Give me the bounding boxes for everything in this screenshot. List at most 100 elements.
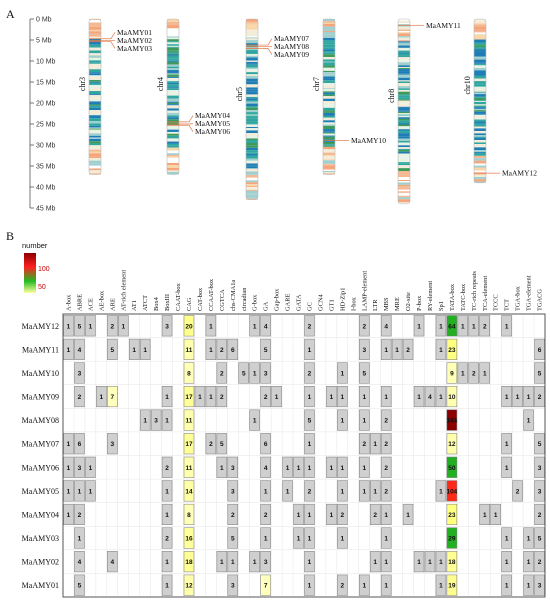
heatmap-cell [501, 315, 512, 337]
chromosome-band [398, 81, 410, 84]
y-tick-label: 30 Mb [36, 143, 56, 150]
chromosome-band [398, 142, 410, 146]
row-label: MaAMY06 [22, 463, 59, 472]
chromosome-band [167, 151, 179, 153]
row-label: MaAMY12 [22, 322, 59, 331]
heatmap-cell [150, 409, 162, 431]
heatmap-cell-label: 2 [308, 488, 312, 495]
heatmap-cell [183, 433, 195, 455]
heatmap-cell-label: 1 [67, 347, 71, 354]
chromosome-band [323, 40, 335, 43]
chromosome-band [398, 136, 410, 139]
chromosome-band [323, 172, 335, 174]
heatmap-cell [402, 503, 414, 525]
heatmap-cell-label: 1 [67, 512, 71, 519]
heatmap-cell-label: 1 [461, 323, 465, 330]
chromosome-band [474, 130, 486, 134]
chromosome-band [89, 47, 101, 49]
chromosome-band [474, 75, 486, 79]
chromosome-band [398, 94, 410, 96]
chromosome-band [89, 104, 101, 106]
heatmap-cell-label: 1 [384, 512, 388, 519]
heatmap-cell [304, 433, 315, 455]
chromosome-band [323, 134, 335, 136]
chromosome-band [246, 100, 258, 102]
heatmap-cell-label: 6 [264, 441, 268, 448]
heatmap-cell [260, 551, 271, 573]
heatmap-cell [359, 409, 370, 431]
heatmap-cell [435, 315, 447, 337]
chromosome-band [167, 81, 179, 83]
chromosome-band [398, 74, 410, 78]
chromosome-band [323, 78, 335, 81]
chromosome-band [323, 72, 335, 75]
heatmap-cell-label: 1 [209, 323, 213, 330]
row-label: MaAMY04 [22, 510, 59, 519]
chromosome-band [474, 105, 486, 108]
heatmap-cell-label: 1 [143, 347, 147, 354]
chromosome-band [246, 72, 258, 75]
chromosome-band [398, 88, 410, 90]
column-label: TCT [504, 299, 511, 311]
chromosome-band [89, 107, 101, 111]
heatmap-cell [523, 386, 534, 408]
chromosome-band [89, 57, 101, 61]
chromosome-band [398, 95, 410, 98]
heatmap-cell-label: 23 [448, 512, 456, 519]
chromosome-band [398, 182, 410, 185]
chromosome-band [89, 36, 101, 39]
chromosome-band [398, 65, 410, 68]
chromosome-band [474, 174, 486, 178]
column-label: CCAAT-box [208, 278, 215, 311]
heatmap-cell-label: 5 [362, 370, 366, 377]
chromosome-band [89, 123, 101, 126]
chromosome-band [323, 62, 335, 66]
chromosome-band [474, 56, 486, 58]
chromosome-band [323, 26, 335, 30]
chromosome-band [246, 78, 258, 82]
gene-connector [258, 48, 273, 55]
y-tick-label: 5 Mb [36, 38, 52, 45]
chromosome-band [89, 41, 101, 45]
chromosome-band [474, 67, 486, 71]
chromosome-band [323, 132, 335, 134]
row-label: MaAMY02 [22, 558, 59, 567]
chromosome-band [167, 159, 179, 163]
chromosome-band [323, 125, 335, 130]
gene-label: MaAMY02 [117, 36, 152, 45]
heatmap-cell-label: 3 [362, 347, 366, 354]
heatmap-cell-label: 2 [78, 512, 82, 519]
heatmap-cell [359, 574, 370, 596]
heatmap-cell-label: 1 [428, 559, 432, 566]
heatmap-cell [337, 480, 348, 502]
chromosome-band [246, 64, 258, 68]
chromosome-band [323, 52, 335, 55]
chromosome-band [167, 110, 179, 113]
chromosome-band [323, 61, 335, 63]
heatmap-cell [183, 362, 195, 384]
chromosome-band [89, 115, 101, 119]
heatmap-cell-label: 18 [185, 559, 193, 566]
heatmap-cell-label: 1 [384, 394, 388, 401]
chromosome-band [323, 37, 335, 41]
heatmap-cell-label: 1 [373, 441, 377, 448]
chromosome-band [398, 67, 410, 70]
chromosome-band [246, 54, 258, 56]
chromosome-band [474, 94, 486, 97]
chromosome-band [167, 82, 179, 85]
chromosome-band [398, 57, 410, 60]
chromosome-band [246, 36, 258, 38]
chromosome-band [474, 135, 486, 137]
heatmap-cell-label: 1 [362, 465, 366, 472]
chromosome-band [246, 114, 258, 116]
gene-label: MaAMY12 [502, 169, 537, 178]
heatmap-cell [304, 362, 315, 384]
chromosome-band [167, 58, 179, 61]
column-label: LAMP-element [361, 271, 368, 311]
heatmap-cell-label: 2 [384, 418, 388, 425]
chromosome-band [167, 36, 179, 38]
chromosome-band [474, 91, 486, 93]
heatmap-cell-label: 5 [264, 347, 268, 354]
chromosome-band [474, 47, 486, 50]
chromosome-band [246, 135, 258, 139]
